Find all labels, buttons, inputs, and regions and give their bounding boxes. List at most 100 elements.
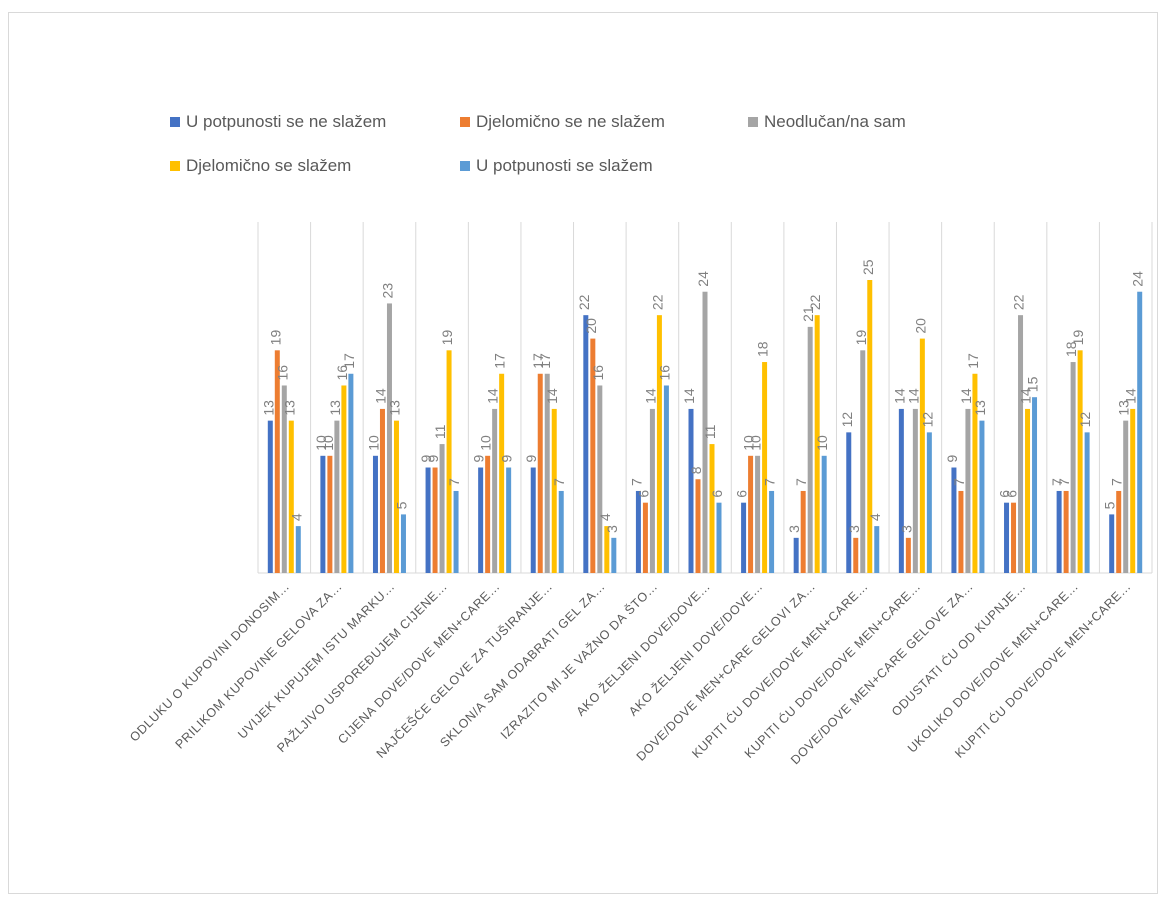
legend-item: U potpunosti se slažem (460, 156, 653, 176)
bar (695, 479, 701, 573)
data-label: 5 (393, 501, 409, 509)
category-label: KUPITI ĆU DOVE/DOVE MEN+CARE… (741, 579, 923, 761)
bar (425, 467, 431, 573)
bar (544, 373, 550, 573)
bar (320, 455, 326, 573)
bar (1137, 291, 1143, 573)
bar (755, 455, 761, 573)
data-label: 3 (846, 525, 862, 533)
bar (506, 467, 512, 573)
data-label: 3 (898, 525, 914, 533)
bar (800, 490, 806, 573)
data-label: 6 (997, 490, 1013, 498)
legend-item: Djelomično se ne slažem (460, 112, 665, 132)
data-label: 18 (755, 341, 771, 357)
data-label: 6 (1004, 490, 1020, 498)
data-label: 20 (912, 318, 928, 334)
data-label: 14 (681, 388, 697, 404)
bar (635, 490, 641, 573)
data-label: 17 (492, 353, 508, 369)
legend-item: Djelomično se slažem (170, 156, 351, 176)
data-label: 12 (1077, 412, 1093, 428)
bar (656, 315, 662, 573)
category-label: NAJČEŠĆE GELOVE ZA TUŠIRANJE… (373, 579, 555, 761)
data-label: 9 (944, 455, 960, 463)
data-label: 6 (635, 490, 651, 498)
data-label: 3 (604, 525, 620, 533)
bar (281, 385, 287, 573)
data-label: 10 (365, 435, 381, 451)
bar (793, 537, 799, 573)
data-label: 3 (786, 525, 802, 533)
bar (288, 420, 294, 573)
data-label: 4 (288, 513, 304, 521)
data-label: 14 (642, 388, 658, 404)
data-label: 7 (793, 478, 809, 486)
data-label: 14 (1018, 388, 1034, 404)
data-label: 16 (590, 365, 606, 381)
data-label: 20 (583, 318, 599, 334)
bar (1070, 362, 1076, 573)
bar (400, 514, 406, 573)
data-label: 22 (649, 294, 665, 310)
data-label: 13 (327, 400, 343, 416)
data-label: 9 (471, 455, 487, 463)
bar (1063, 490, 1069, 573)
data-label: 9 (425, 455, 441, 463)
chart-frame (8, 12, 1158, 894)
bar (295, 526, 301, 573)
data-label: 10 (320, 435, 336, 451)
bar (597, 385, 603, 573)
bar (642, 502, 648, 573)
data-label: 14 (905, 388, 921, 404)
bar (348, 373, 354, 573)
legend-swatch (748, 117, 758, 127)
data-label: 9 (418, 455, 434, 463)
legend-item: U potpunosti se ne slažem (170, 112, 386, 132)
data-label: 14 (958, 388, 974, 404)
data-label: 4 (867, 513, 883, 521)
data-label: 24 (1130, 271, 1146, 287)
bar (551, 408, 557, 573)
data-label: 16 (274, 365, 290, 381)
bar (432, 467, 438, 573)
data-label: 7 (446, 478, 462, 486)
legend-label: U potpunosti se ne slažem (186, 112, 387, 131)
data-label: 12 (919, 412, 935, 428)
data-label: 19 (267, 330, 283, 346)
data-label: 19 (853, 330, 869, 346)
bar (611, 537, 617, 573)
data-label: 16 (656, 365, 672, 381)
legend-label: Djelomično se slažem (186, 156, 352, 175)
bar (478, 467, 484, 573)
data-label: 10 (741, 435, 757, 451)
bar (874, 526, 880, 573)
bar (1130, 408, 1136, 573)
data-label: 8 (688, 466, 704, 474)
legend-swatch (170, 161, 180, 171)
data-label: 24 (695, 271, 711, 287)
bar (558, 490, 564, 573)
bar (958, 490, 964, 573)
data-label: 6 (709, 490, 725, 498)
bar (334, 420, 340, 573)
bar (393, 420, 399, 573)
data-label: 6 (734, 490, 750, 498)
data-label: 10 (814, 435, 830, 451)
chart-legend: U potpunosti se ne slažem Djelomično se n… (170, 112, 970, 192)
bar (1084, 432, 1090, 573)
data-label: 14 (891, 388, 907, 404)
bar (1004, 502, 1010, 573)
data-label: 13 (260, 400, 276, 416)
bar (1077, 350, 1083, 573)
bar (905, 537, 911, 573)
data-label: 13 (386, 400, 402, 416)
bar (590, 338, 596, 573)
bar (537, 373, 543, 573)
category-label: DOVE/DOVE MEN+CARE GELOVI ZA… (634, 579, 819, 764)
data-label: 22 (576, 294, 592, 310)
legend-label: Djelomično se ne slažem (476, 112, 665, 131)
bar (741, 502, 747, 573)
data-label: 4 (597, 513, 613, 521)
